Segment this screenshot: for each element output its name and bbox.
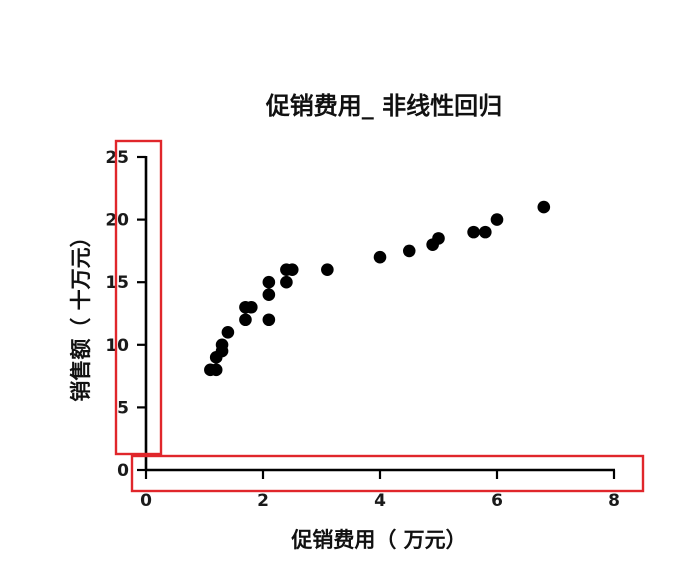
data-point xyxy=(432,232,445,245)
data-points xyxy=(204,200,551,377)
y-tick-label: 20 xyxy=(105,211,129,231)
y-axis-highlight-box xyxy=(114,139,163,456)
x-tick-label: 2 xyxy=(257,491,269,511)
data-point xyxy=(221,325,235,339)
x-tick-label: 0 xyxy=(140,491,152,511)
data-point xyxy=(321,263,334,276)
data-point xyxy=(467,225,480,239)
data-point xyxy=(490,213,504,226)
data-point xyxy=(262,275,276,289)
data-point xyxy=(285,263,299,276)
chart-title: 促销费用_ 非线性回归 xyxy=(265,92,502,120)
x-tick-label: 8 xyxy=(608,491,620,511)
y-tick-label: 0 xyxy=(117,461,129,481)
data-point xyxy=(215,338,229,352)
data-point xyxy=(402,244,416,258)
data-point xyxy=(479,225,492,239)
y-tick-label: 10 xyxy=(105,336,129,356)
data-point xyxy=(245,300,258,314)
y-tick-label: 5 xyxy=(117,398,129,418)
data-point xyxy=(280,275,293,289)
x-tick-label: 6 xyxy=(491,491,503,511)
data-point xyxy=(373,250,387,264)
data-point xyxy=(537,200,551,214)
x-axis-highlight-box xyxy=(130,454,645,493)
data-point xyxy=(239,313,252,327)
y-axis-label: 销售额（ 十万元） xyxy=(69,226,93,401)
data-point xyxy=(209,363,223,377)
x-axis-label: 促销费用（ 万元） xyxy=(290,528,466,552)
data-point xyxy=(262,313,276,327)
highlight-boxes xyxy=(114,139,645,493)
data-point xyxy=(262,288,276,302)
x-tick-label: 4 xyxy=(374,491,386,511)
